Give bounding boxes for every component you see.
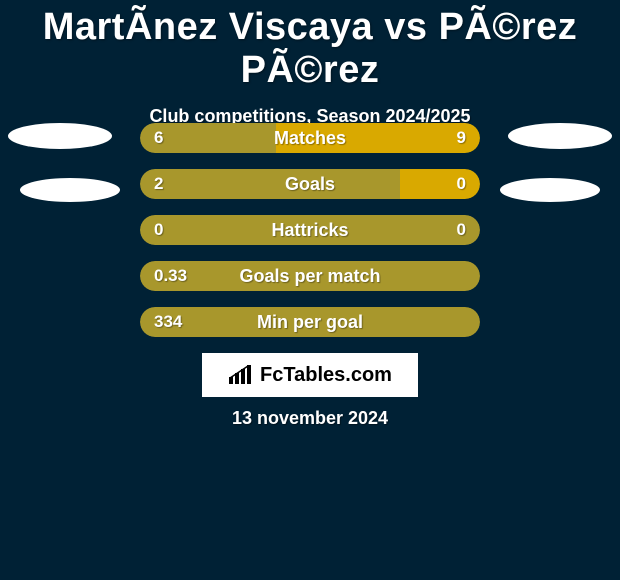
player-right-oval-top — [508, 123, 612, 149]
brand-chart-icon — [228, 365, 254, 385]
comparison-title: MartÃ­nez Viscaya vs PÃ©rez PÃ©rez — [0, 0, 620, 92]
stat-row: Min per goal334 — [140, 307, 480, 337]
stat-value-left: 2 — [154, 169, 163, 199]
player-left-oval-top — [8, 123, 112, 149]
stat-row: Goals per match0.33 — [140, 261, 480, 291]
stat-row: Hattricks0 0 — [140, 215, 480, 245]
stat-label: Goals per match — [140, 261, 480, 291]
player-right-oval-bottom — [500, 178, 600, 202]
brand-box: FcTables.com — [202, 353, 418, 397]
stat-label: Goals — [140, 169, 480, 199]
stat-value-left: 6 — [154, 123, 163, 153]
stat-label: Matches — [140, 123, 480, 153]
player-left-oval-bottom — [20, 178, 120, 202]
stat-row: Matches6 9 — [140, 123, 480, 153]
stat-value-left: 0.33 — [154, 261, 187, 291]
brand-label: FcTables.com — [260, 364, 392, 387]
stat-label: Min per goal — [140, 307, 480, 337]
stat-value-right: 9 — [457, 123, 466, 153]
stat-rows-container: Matches69Goals20Hattricks00Goals per mat… — [140, 123, 480, 353]
stat-label: Hattricks — [140, 215, 480, 245]
stat-value-left: 334 — [154, 307, 182, 337]
stat-value-left: 0 — [154, 215, 163, 245]
stat-value-right: 0 — [457, 215, 466, 245]
generated-date: 13 november 2024 — [0, 408, 620, 429]
stat-value-right: 0 — [457, 169, 466, 199]
stat-row: Goals2 0 — [140, 169, 480, 199]
